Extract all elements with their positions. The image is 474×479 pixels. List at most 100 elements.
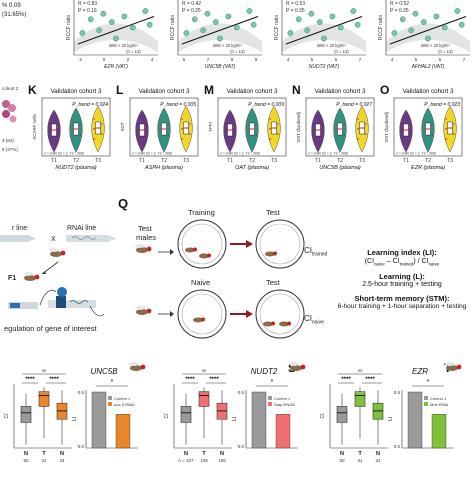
violin-point [269,128,271,130]
driver-line-label: r line [12,225,28,232]
courtship-diagram [135,219,305,339]
x-tick-label: 2 [127,57,130,62]
fly-wing [129,362,139,366]
violin-point [409,135,411,137]
rnai-line-label: RNAi line [67,225,97,232]
x-tick-label: T1 [139,158,145,164]
cohort-pictogram [2,100,17,123]
x-tick-label: T2 [73,158,79,164]
violin-point [313,140,315,142]
scatter-strip: R = 0.83 P = 0.16 BMI > 33 kg/m² (n = 14) RC… [64,0,474,70]
x-axis-label: EZR (VAT) [104,64,128,70]
violin-point [137,140,139,142]
box-x-tick: N [376,451,380,457]
scatter-panel: R = 0.52P = 0.35 BMI > 33 kg/m²(n = 14) RC… [378,0,470,70]
top-left-text-2: (31.65%) [2,12,27,18]
l-title: Learning (L): [379,272,425,282]
violin-panel: O Validation cohort 3 P_trend = 0.023 DST (… [380,83,463,171]
fly-eye [140,364,146,370]
box-y-label: CI [4,414,10,419]
box-x-tick: T [202,451,206,457]
bmi-label: BMI > 33 kg/m² [317,43,346,48]
x-tick-label: 4 [287,57,290,62]
violin-point [357,128,359,130]
legend-swatch-control [108,396,112,400]
gal4-box [10,303,20,308]
x-tick-label: 0 [103,57,106,62]
bottom-panel: SCIns********Nn = 107T106N106NUDT2LI0.50… [164,361,306,463]
scatter-point [458,21,465,28]
li-y-tick: 0.0 [394,444,401,449]
panel-letter: M [204,84,214,97]
li-sub-naive-2: naive [428,261,440,267]
stats-p: P = 0.16 [78,8,97,14]
violin-point [365,133,367,135]
sig-stars-1: **** [25,377,35,383]
x-tick-label: 5 [415,57,418,62]
scatter-point [408,27,415,34]
li-y-tick: 0.0 [238,444,245,449]
x-axis-label: EZR (plasma) [411,165,445,171]
scatter-point [200,27,207,34]
box [38,391,50,407]
violin-point [453,123,455,125]
x-tick-label: 4 [151,57,154,62]
plot-frame [393,97,463,157]
test-male-fly-icon-2 [135,306,152,315]
panel-q-letter: Q [118,196,129,211]
x-axis-label: AFHAL2 (VAT) [411,64,445,70]
scatter-point [420,19,427,25]
scatter-point [204,10,211,17]
x-axis-label: UNC5B (plasma) [319,165,361,171]
scatter-point [433,13,440,20]
violin-point [71,129,73,131]
n-annotation: n = 1080 (N = 2, T3 = 368) [220,152,260,156]
x-tick-label: T2 [425,158,431,164]
x-tick-label: T1 [227,158,233,164]
violin-point [71,119,73,121]
sig-stars-1: **** [185,377,195,383]
violin-point [409,125,411,127]
regression-line [77,16,155,45]
stats-r: R = 0.53 [286,1,305,7]
y-axis-label: DST (backend) [384,111,389,142]
violin-panel: N Validation cohort 3 P_trend = 0.027 DST (… [292,83,375,171]
y-axis-label: SDT [120,122,125,131]
x-tick-label: T3 [359,158,365,164]
stm-title: Short-term memory (STM): [354,294,450,304]
training-chamber [177,219,227,269]
scatter-point [212,19,219,25]
x-tick-label: T2 [249,158,255,164]
p-trend: P_trend = 0.027 [336,102,372,108]
li-bar-rnai [431,414,447,449]
panel-q: Q Test males Training Test Naive Test CI… [118,196,474,346]
scatter-panel: R = 0.83P = 0.16 BMI > 33 kg/m²(n = 14) RC… [66,0,158,70]
violin-point [255,124,257,126]
violin-point [181,138,183,140]
scatter-point [191,16,198,23]
scatter-panel: R = 0.53P = 0.35 BMI > 33 kg/m²(n = 14) RC… [274,0,366,70]
x-tick-label: 8 [231,57,234,62]
violin-point [233,125,235,127]
panel-letter: N [292,84,301,97]
box [198,391,210,407]
li-bar-rnai [115,414,131,449]
stats-r: R = 0.42 [182,1,201,7]
x-tick-label: T1 [315,158,321,164]
violin-row: K Validation cohort 3 P_trend = 0.024 SCARF… [28,83,474,184]
li-sig: * [271,379,274,386]
n-annotation: n = 1080 (N = 2, T3 = 368) [396,152,436,156]
li-bar-control [91,391,107,449]
uas-box [56,296,66,308]
x-tick-label: 9 [255,57,258,62]
li-bar-control [407,391,423,449]
n-annotation: n = 1080 (N = 2, T3 = 368) [44,152,84,156]
scatter-point [146,21,153,28]
violin-point [137,120,139,122]
panel-p-caption: egulation of gene of interest [4,324,97,333]
scatter-point [183,30,190,36]
sig-ns: ns [202,368,208,373]
ci-naive-label: CInaive [304,314,324,326]
panel-letter: K [28,84,37,97]
